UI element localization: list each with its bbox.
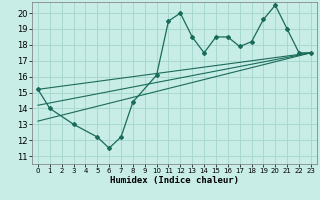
- X-axis label: Humidex (Indice chaleur): Humidex (Indice chaleur): [110, 176, 239, 185]
